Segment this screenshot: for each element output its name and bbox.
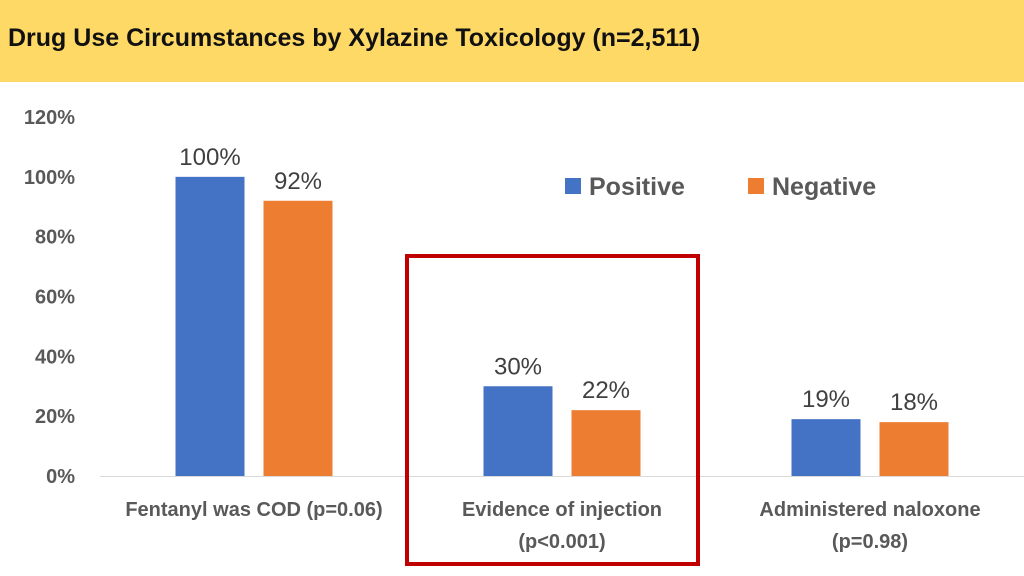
bar-negative [571, 410, 641, 476]
data-label: 22% [582, 377, 630, 404]
bar-positive [791, 419, 861, 476]
y-tick-label: 40% [35, 346, 75, 368]
y-tick-label: 20% [35, 406, 75, 428]
legend: Positive Negative [565, 173, 876, 201]
x-category-label: Evidence of injection [462, 499, 662, 521]
bar-negative [879, 422, 949, 476]
title-band [0, 0, 1024, 82]
legend-swatch-positive [565, 178, 581, 194]
x-category-label: Fentanyl was COD (p=0.06) [125, 499, 382, 521]
x-category-label: (p<0.001) [518, 531, 605, 553]
legend-swatch-negative [748, 178, 764, 194]
y-tick-label: 80% [35, 227, 75, 249]
x-axis: Fentanyl was COD (p=0.06) Evidence of inj… [125, 499, 980, 553]
y-tick-label: 60% [35, 287, 75, 309]
data-labels: 100% 92% 30% 22% 19% 18% [179, 144, 938, 416]
data-label: 30% [494, 353, 542, 380]
bar-positive [175, 176, 245, 477]
x-category-label: (p=0.98) [832, 531, 908, 553]
bars [175, 176, 949, 477]
highlight-rect [405, 254, 700, 566]
legend-label-positive: Positive [589, 173, 685, 201]
y-axis: 0% 20% 40% 60% 80% 100% 120% [24, 107, 1024, 488]
y-tick-label: 0% [46, 466, 75, 488]
data-label: 19% [802, 386, 850, 413]
bar-positive [483, 386, 553, 476]
y-tick-label: 100% [24, 167, 75, 189]
data-label: 18% [890, 389, 938, 416]
legend-label-negative: Negative [772, 173, 876, 201]
x-category-label: Administered naloxone [759, 499, 980, 521]
page-title: Drug Use Circumstances by Xylazine Toxic… [8, 24, 701, 52]
data-label: 100% [179, 144, 240, 171]
highlight-box [405, 254, 700, 566]
bar-negative [263, 200, 333, 476]
y-tick-label: 120% [24, 107, 75, 129]
data-label: 92% [274, 168, 322, 195]
